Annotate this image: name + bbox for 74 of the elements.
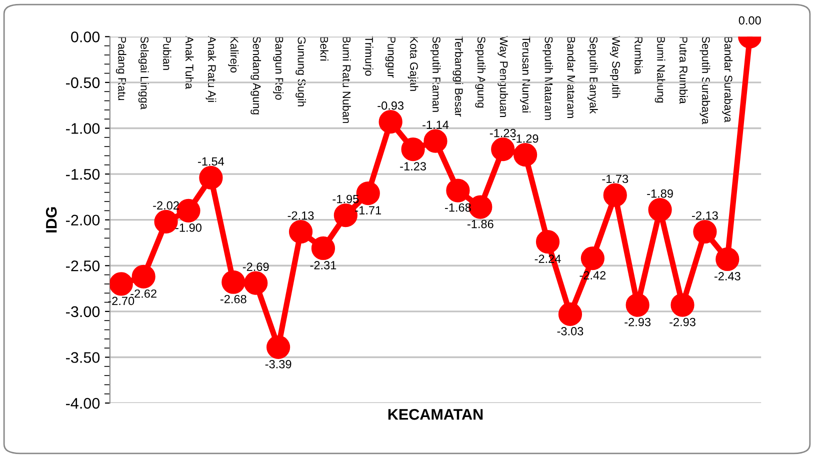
text: -1.23 <box>400 162 426 170</box>
point <box>693 220 717 244</box>
text: -2.62 <box>130 289 156 298</box>
point <box>446 178 470 202</box>
text: -2.68 <box>220 294 246 304</box>
text: -0.93 <box>378 101 404 110</box>
x-tick-label: Gunung Sugih <box>296 36 306 106</box>
text: -1.90 <box>176 223 202 232</box>
point <box>648 198 672 222</box>
point <box>558 302 582 326</box>
point <box>378 110 402 134</box>
point <box>222 270 246 294</box>
x-tick-label: Terbanggi Besar <box>452 36 464 117</box>
text: -2.13 <box>692 211 718 220</box>
y-tick-label: -2.50 <box>66 260 100 272</box>
text: -1.54 <box>198 157 224 166</box>
x-tick-label: Punggur <box>385 36 396 78</box>
point <box>244 271 268 295</box>
y-axis-title: IDG <box>46 207 57 232</box>
text: -2.02 <box>153 201 179 210</box>
x-tick-label: Sendang Agung <box>250 36 262 114</box>
point <box>626 293 650 317</box>
x-tick-label: Bangun Rejo <box>273 36 284 100</box>
x-tick-label: Trimurjo <box>362 36 374 76</box>
y-tick-label: -0.50 <box>66 77 100 88</box>
point <box>311 236 336 260</box>
x-tick-label: Terusan Nunyai <box>520 36 530 112</box>
x-tick-label: Seputih Raman <box>430 36 441 112</box>
x-tick-label: Anak Ratu Aji <box>206 36 216 102</box>
text: -2.13 <box>288 211 314 220</box>
y-tick-label: 0.00 <box>71 32 100 42</box>
x-tick-label: Bandar Surabaya <box>722 36 733 122</box>
y-tick-label: -3.50 <box>66 352 100 363</box>
text: -2.43 <box>714 272 740 280</box>
y-tick-label: -2.00 <box>66 214 100 226</box>
text: -1.73 <box>602 174 628 184</box>
y-tick-label: -4.00 <box>66 398 100 409</box>
x-tick-label: Seputih Mataram <box>542 36 553 120</box>
x-tick-label: Way Seputih <box>610 36 620 98</box>
text: -2.69 <box>242 262 269 271</box>
point <box>514 143 538 167</box>
text: -1.86 <box>467 220 494 228</box>
x-tick-label: Selagai Lingga <box>138 36 149 110</box>
point <box>580 246 604 270</box>
point <box>199 166 223 190</box>
x-tick-label: Pubian <box>163 36 172 70</box>
point <box>401 138 425 162</box>
text: -1.89 <box>647 189 673 198</box>
text: -2.93 <box>624 318 651 326</box>
point <box>536 230 560 254</box>
point <box>670 293 694 317</box>
x-tick-label: Anak Tuha <box>186 36 194 90</box>
text: -2.31 <box>310 261 336 270</box>
point <box>132 264 156 288</box>
y-tick-label: -3.00 <box>66 306 100 318</box>
point <box>288 220 313 244</box>
x-tick-label: Kalirejo <box>228 36 239 73</box>
y-tick-label: -1.00 <box>66 123 100 134</box>
text: -3.03 <box>557 327 584 336</box>
point <box>266 335 290 359</box>
x-tick-label: Rumbia <box>634 36 643 74</box>
text: -2.93 <box>670 318 696 326</box>
y-tick-label: -1.50 <box>66 168 100 180</box>
point <box>424 129 448 153</box>
text: -3.39 <box>265 360 292 368</box>
x-axis-title: KECAMATAN <box>388 409 483 420</box>
text: -2.70 <box>108 296 134 306</box>
text: 0.00 <box>738 16 761 25</box>
point <box>603 183 627 207</box>
x-tick-label: Way Pengubuan <box>498 36 508 117</box>
x-tick-label: Seputih Surabaya <box>700 36 710 124</box>
text: -1.14 <box>422 120 449 129</box>
point <box>716 247 740 272</box>
x-tick-label: Seputih Agung <box>475 36 486 108</box>
